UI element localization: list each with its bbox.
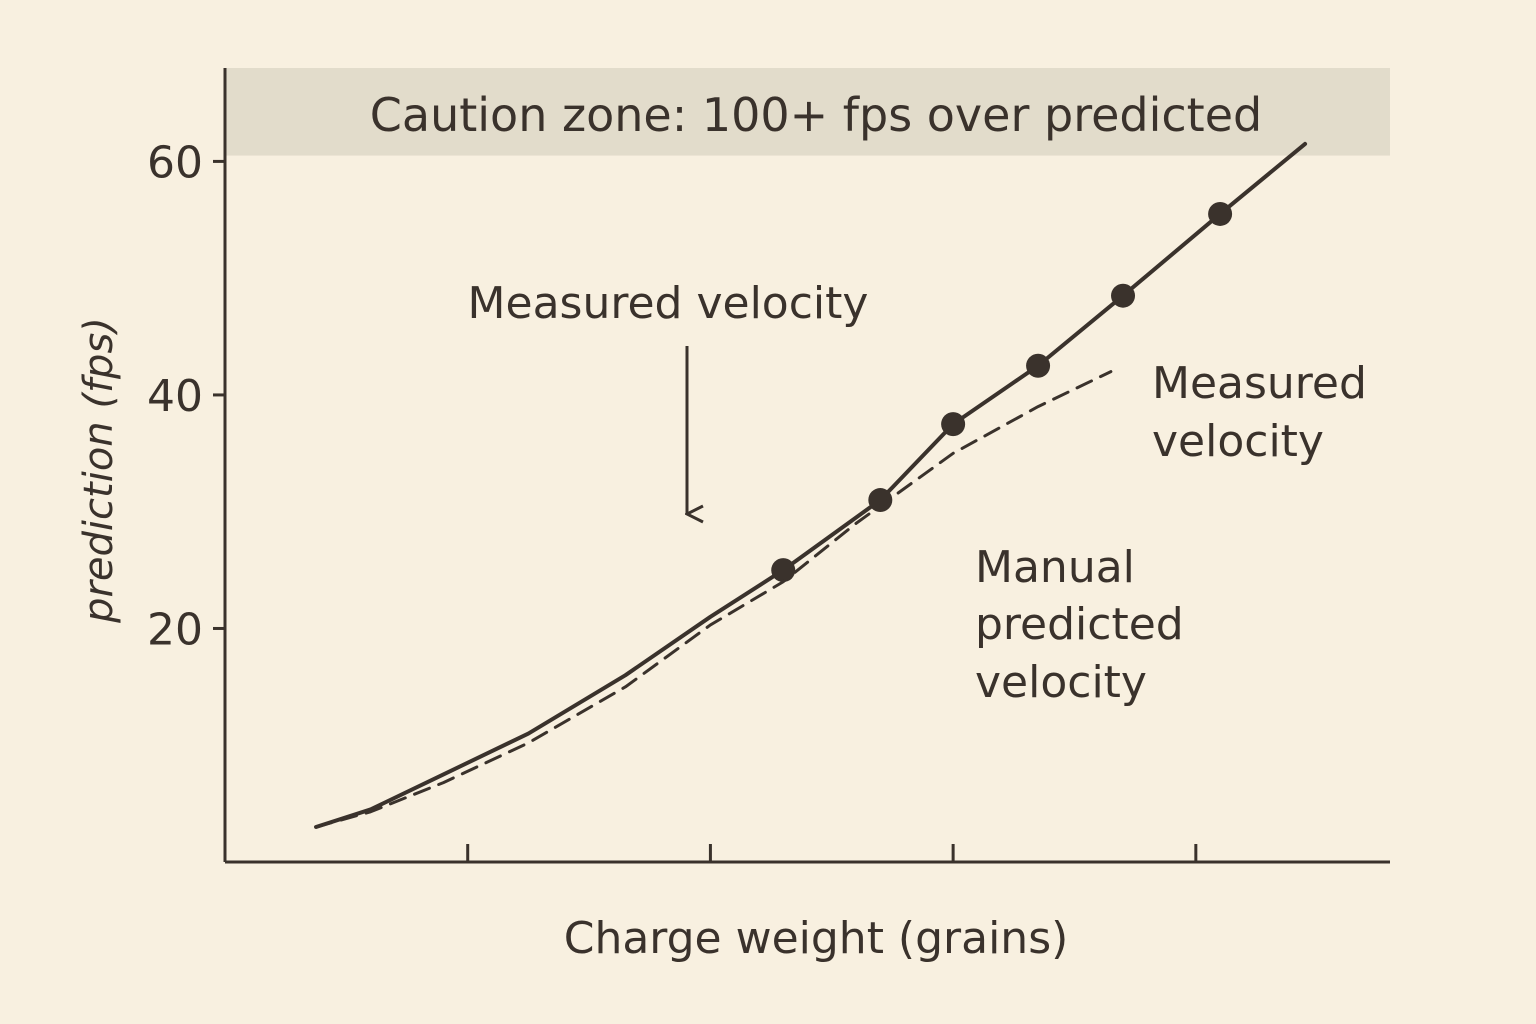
y-tick-label: 20 <box>147 604 203 655</box>
measured-velocity-annotation: Measured velocity <box>468 278 869 329</box>
caution-zone-label: Caution zone: 100+ fps over predicted <box>370 88 1262 142</box>
manual-label-line-1: Manual <box>975 542 1135 593</box>
measured-velocity-label-line-2: velocity <box>1152 416 1324 467</box>
manual-label-line-2: predicted <box>975 599 1184 650</box>
series <box>314 141 1308 829</box>
measured-velocity-label-line-1: Measured <box>1152 358 1367 409</box>
y-ticks: 20 40 60 <box>147 137 225 655</box>
y-tick-label: 40 <box>147 371 203 422</box>
x-axis-label: Charge weight (grains) <box>564 913 1069 964</box>
measured-point <box>1208 201 1233 226</box>
measured-velocity-line <box>314 141 1308 829</box>
x-ticks <box>466 844 1198 862</box>
y-axis-label: prediction (fps) <box>76 317 122 624</box>
measured-point <box>868 488 893 513</box>
measured-point <box>941 412 966 437</box>
measured-point <box>1026 353 1051 378</box>
measured-point <box>1111 283 1136 308</box>
manual-label-line-3: velocity <box>975 657 1147 708</box>
manual-predicted-velocity-label: Manual predicted velocity <box>975 542 1198 708</box>
manual-predicted-velocity-line <box>314 370 1113 829</box>
measured-point <box>771 558 796 583</box>
y-tick-label: 60 <box>147 137 203 188</box>
measured-velocity-label: Measured velocity <box>1152 358 1381 467</box>
caution-zone-band <box>225 68 1390 156</box>
